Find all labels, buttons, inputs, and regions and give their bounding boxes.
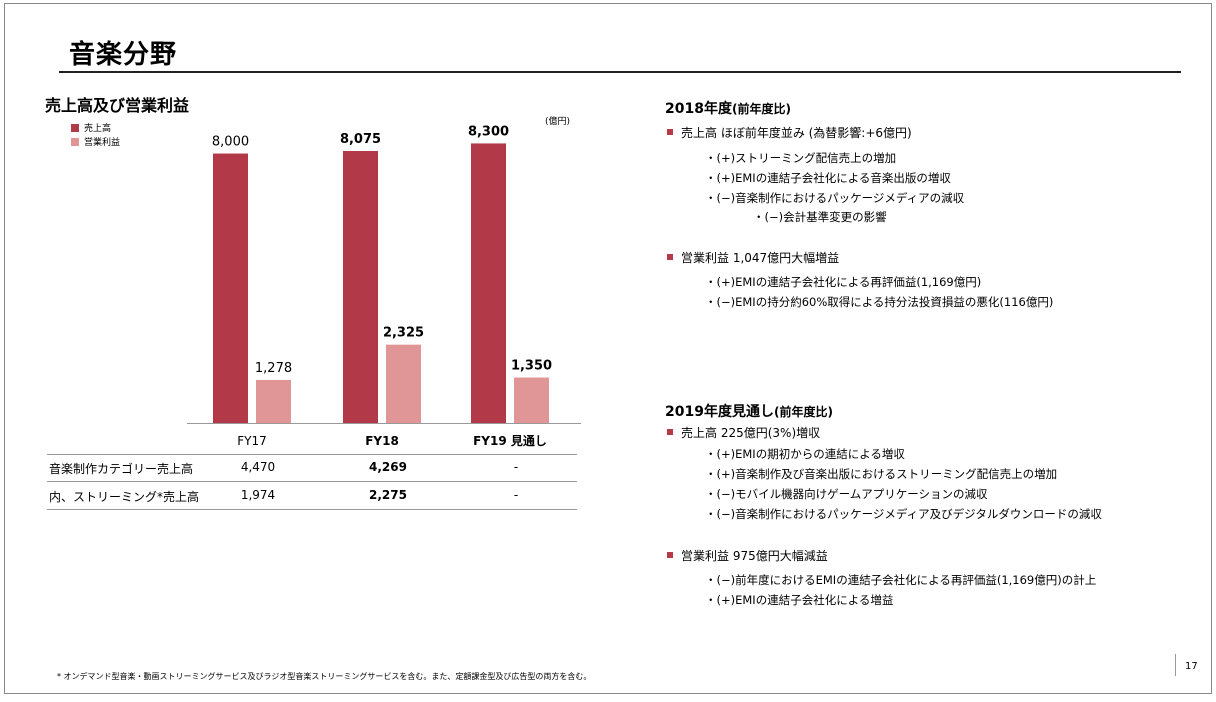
page-number: 17 bbox=[1185, 661, 1198, 672]
bar-revenue bbox=[471, 143, 506, 423]
section-2018-revenue: 売上高 ほぼ前年度並み (為替影響:+6億円) bbox=[667, 124, 912, 141]
table-row-label: 音楽制作カテゴリー売上高 bbox=[49, 462, 194, 476]
bullet-text: 売上高 ほぼ前年度並み (為替影響:+6億円) bbox=[681, 126, 912, 140]
page-number-divider bbox=[1175, 654, 1176, 676]
slide: 音楽分野 売上高及び営業利益 売上高 営業利益 (億円) 8,000 1,278 F… bbox=[4, 3, 1212, 694]
sub-item: ・(+)音楽制作及び音楽出版におけるストリーミング配信売上の増加 bbox=[705, 467, 1058, 481]
sub-item: ・(−)EMIの持分約60%取得による持分法投資損益の悪化(116億円) bbox=[705, 295, 1054, 309]
x-tick-label: FY18 bbox=[365, 434, 399, 448]
section-2019-revenue: 売上高 225億円(3%)増収 bbox=[667, 424, 820, 441]
bar-value-label: 2,325 bbox=[383, 326, 424, 341]
table-cell: 2,275 bbox=[369, 488, 407, 502]
bar-operating-income bbox=[514, 377, 549, 423]
bar-value-label: 1,350 bbox=[511, 359, 552, 374]
table-cell: 4,269 bbox=[369, 460, 407, 474]
table-rule-top bbox=[47, 454, 577, 455]
bar-value-label: 8,300 bbox=[468, 124, 509, 139]
sub-item: ・(−)モバイル機器向けゲームアプリケーションの減収 bbox=[705, 487, 988, 501]
bar-chart: 8,000 1,278 FY17 8,075 2,325 FY18 8,300 1,350 FY… bbox=[187, 124, 581, 448]
sub-item-nested: ・(−)会計基準変更の影響 bbox=[753, 210, 887, 224]
bullet-text: 営業利益 975億円大幅減益 bbox=[681, 549, 828, 563]
sub-item: ・(+)ストリーミング配信売上の増加 bbox=[705, 151, 897, 165]
legend-item-revenue: 売上高 bbox=[71, 121, 111, 134]
sub-item: ・(−)音楽制作におけるパッケージメディア及びデジタルダウンロードの減収 bbox=[705, 507, 1102, 521]
x-tick-label: FY19 見通し bbox=[473, 433, 547, 448]
table-cell: 1,974 bbox=[240, 488, 276, 502]
bar-value-label: 1,278 bbox=[255, 361, 292, 376]
table-row-label: 内、ストリーミング*売上高 bbox=[49, 490, 200, 504]
bullet-square-icon bbox=[667, 552, 673, 558]
table-cell: 4,470 bbox=[240, 460, 276, 474]
section-2018-title: 2018年度(前年度比) bbox=[665, 98, 791, 118]
legend-item-operating-income: 営業利益 bbox=[71, 135, 120, 148]
bullet-text: 営業利益 1,047億円大幅増益 bbox=[681, 251, 840, 265]
footnote: * オンデマンド型音楽・動画ストリーミングサービス及びラジオ型音楽ストリーミング… bbox=[57, 672, 592, 681]
x-tick-label: FY17 bbox=[237, 434, 267, 448]
bar-operating-income bbox=[386, 344, 421, 423]
legend-label-revenue: 売上高 bbox=[84, 124, 112, 134]
section-2018-operating-income: 営業利益 1,047億円大幅増益 bbox=[667, 249, 839, 266]
sub-item: ・(+)EMIの連結子会社化による音楽出版の増収 bbox=[705, 171, 951, 185]
unit-label: (億円) bbox=[545, 117, 571, 127]
sub-item: ・(−)音楽制作におけるパッケージメディアの減収 bbox=[705, 191, 965, 205]
title-rule bbox=[59, 71, 1181, 73]
legend-swatch-revenue bbox=[71, 123, 79, 132]
sub-item: ・(+)EMIの連結子会社化による再評価益(1,169億円) bbox=[705, 275, 982, 289]
section-2019-year: 2019年度見通し bbox=[665, 404, 774, 420]
sub-item: ・(+)EMIの連結子会社化による増益 bbox=[705, 593, 894, 607]
bar-revenue bbox=[213, 153, 248, 424]
legend-swatch-operating-income bbox=[71, 137, 79, 146]
bullet-square-icon bbox=[667, 429, 673, 435]
section-2019-title: 2019年度見通し(前年度比) bbox=[665, 401, 833, 421]
section-2018-suffix: (前年度比) bbox=[731, 102, 791, 116]
page-title: 音楽分野 bbox=[69, 40, 178, 70]
legend-label-operating-income: 営業利益 bbox=[84, 138, 121, 148]
chart-title: 売上高及び営業利益 bbox=[45, 96, 190, 115]
table-cell: - bbox=[513, 460, 519, 474]
table-rule-middle bbox=[47, 481, 577, 482]
sub-item: ・(+)EMIの期初からの連結による増収 bbox=[705, 447, 905, 461]
bar-value-label: 8,075 bbox=[340, 132, 381, 147]
bullet-square-icon bbox=[667, 129, 673, 135]
section-2018-year: 2018年度 bbox=[665, 101, 732, 117]
bullet-text: 売上高 225億円(3%)増収 bbox=[681, 426, 821, 440]
section-2019-suffix: (前年度比) bbox=[773, 405, 833, 419]
table-cell: - bbox=[513, 488, 519, 502]
bar-value-label: 8,000 bbox=[212, 135, 249, 150]
section-2019-operating-income: 営業利益 975億円大幅減益 bbox=[667, 547, 828, 564]
sub-item: ・(−)前年度におけるEMIの連結子会社化による再評価益(1,169億円)の計上 bbox=[705, 573, 1097, 587]
bullet-square-icon bbox=[667, 254, 673, 260]
bar-revenue bbox=[343, 151, 378, 423]
table-rule-bottom bbox=[47, 509, 577, 510]
bar-operating-income bbox=[256, 379, 291, 423]
